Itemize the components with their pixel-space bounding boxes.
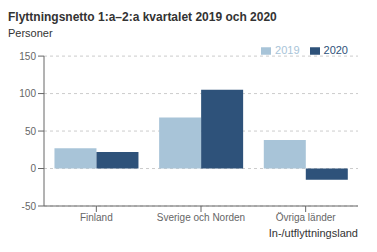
html-text:2020: 2020 (323, 44, 348, 56)
svg-text:Övriga länder: Övriga länder (276, 212, 337, 223)
html-text:In-/utflyttningsland: In-/utflyttningsland (268, 227, 358, 239)
svg-text:150: 150 (19, 51, 36, 62)
svg-text:Sverige och Norden: Sverige och Norden (157, 212, 245, 223)
html-text:Personer: Personer (8, 27, 53, 39)
svg-text:Finland: Finland (80, 212, 113, 223)
svg-text:0: 0 (30, 163, 36, 174)
svg-text:100: 100 (19, 88, 36, 99)
svg-text:-50: -50 (22, 201, 37, 212)
html-text:2019: 2019 (275, 44, 300, 56)
svg-text:50: 50 (25, 126, 37, 137)
html-text:Flyttningsnetto 1:a–2:a kvarta: Flyttningsnetto 1:a–2:a kvartalet 2019 o… (8, 10, 277, 24)
